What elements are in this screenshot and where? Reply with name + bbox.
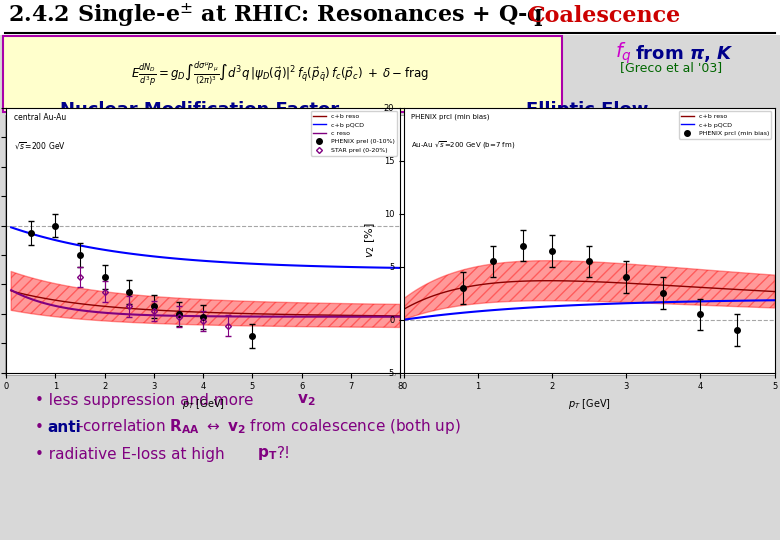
FancyBboxPatch shape xyxy=(3,36,562,112)
Y-axis label: $v_2$ [%]: $v_2$ [%] xyxy=(363,222,377,258)
Text: Coalescence: Coalescence xyxy=(527,5,680,27)
Legend: c+b reso, c+b pQCD, PHENIX prcl (min bias): c+b reso, c+b pQCD, PHENIX prcl (min bia… xyxy=(679,111,771,138)
X-axis label: $p_T$ [GeV]: $p_T$ [GeV] xyxy=(182,397,225,411)
Text: central Au-Au: central Au-Au xyxy=(14,113,66,122)
Text: $E\frac{dN_D}{d^3p} = g_D \int\frac{d\sigma^\mu p_\mu}{(2\pi)^3}\int d^3q\,|\psi: $E\frac{dN_D}{d^3p} = g_D \int\frac{d\si… xyxy=(131,60,429,87)
Text: • radiative E-loss at high: • radiative E-loss at high xyxy=(35,447,229,462)
Text: Au-Au $\sqrt{s}$=200 GeV (b=7 fm): Au-Au $\sqrt{s}$=200 GeV (b=7 fm) xyxy=(412,140,516,151)
Text: ?!: ?! xyxy=(277,447,291,462)
Text: Nuclear Modification Factor: Nuclear Modification Factor xyxy=(60,101,339,119)
Text: Elliptic Flow: Elliptic Flow xyxy=(526,101,648,119)
Text: $f_q$: $f_q$ xyxy=(615,40,632,66)
FancyBboxPatch shape xyxy=(0,0,780,35)
Text: $\mathbf{p_T}$: $\mathbf{p_T}$ xyxy=(257,446,278,462)
FancyBboxPatch shape xyxy=(5,115,395,375)
Legend: c+b reso, c+b pQCD, c reso, PHENIX prel (0-10%), STAR prel (0-20%): c+b reso, c+b pQCD, c reso, PHENIX prel … xyxy=(310,111,397,156)
Text: -correlation $\mathbf{R_{AA}}$ $\leftrightarrow$ $\mathbf{v_2}$ from coalescence: -correlation $\mathbf{R_{AA}}$ $\leftrig… xyxy=(77,417,461,436)
Text: [Greco et al '03]: [Greco et al '03] xyxy=(620,62,722,75)
Text: $\sqrt{s}$=200 GeV: $\sqrt{s}$=200 GeV xyxy=(14,140,66,151)
X-axis label: $p_T$ [GeV]: $p_T$ [GeV] xyxy=(568,397,611,411)
Text: 2.4.2 Single-e$^{\pm}$ at RHIC: Resonances + Q-q: 2.4.2 Single-e$^{\pm}$ at RHIC: Resonanc… xyxy=(8,2,544,30)
Text: •: • xyxy=(35,420,48,435)
Text: anti: anti xyxy=(47,420,81,435)
Text: • less suppression and more: • less suppression and more xyxy=(35,393,258,408)
Text: from $\boldsymbol{\pi}$, $\boldsymbol{K}$: from $\boldsymbol{\pi}$, $\boldsymbol{K}… xyxy=(635,43,733,64)
FancyBboxPatch shape xyxy=(400,115,775,375)
Text: $\mathbf{v_2}$: $\mathbf{v_2}$ xyxy=(297,392,316,408)
Text: PHENIX prcl (min bias): PHENIX prcl (min bias) xyxy=(412,113,490,120)
